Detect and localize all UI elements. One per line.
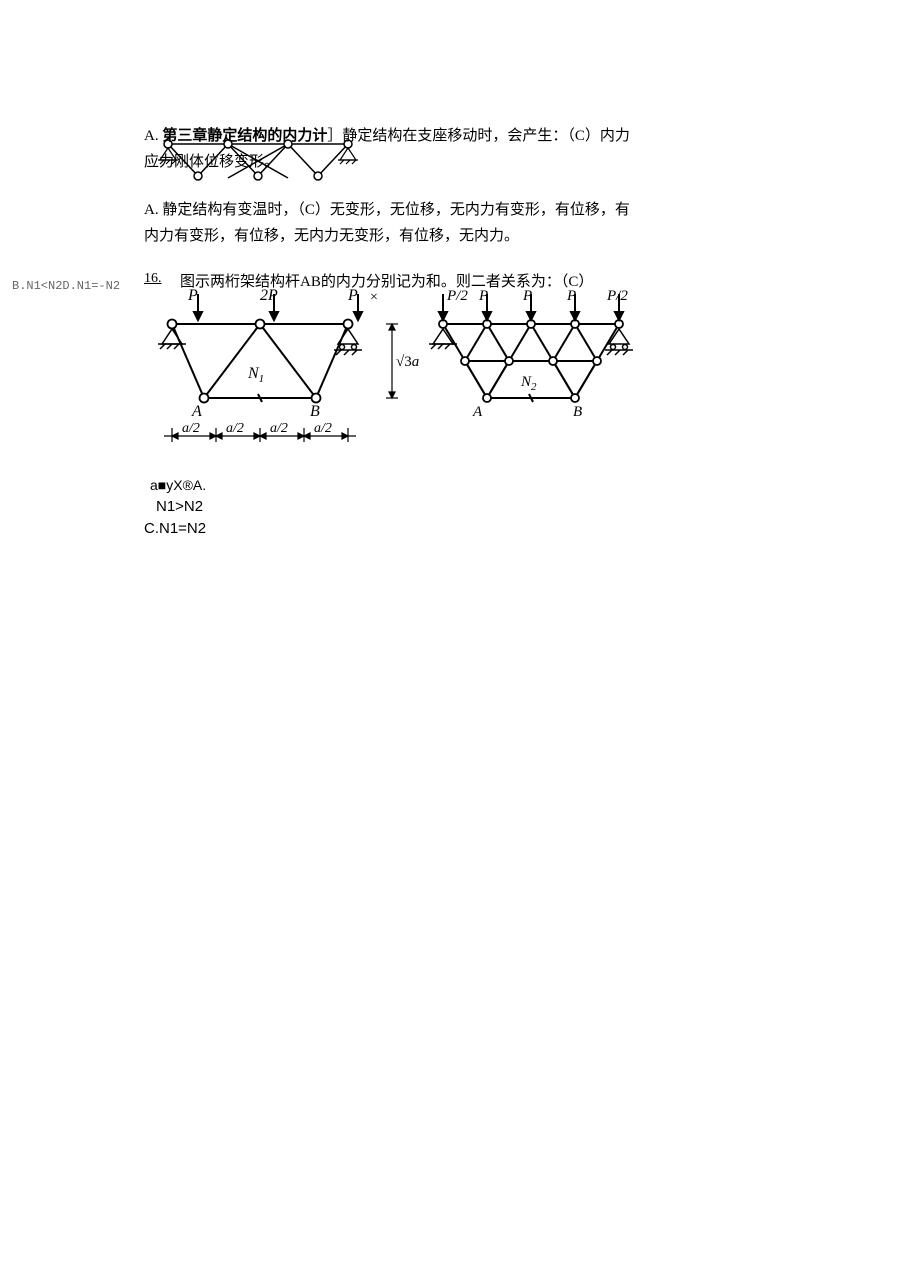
svg-text:A: A: [472, 404, 483, 420]
svg-text:P: P: [522, 288, 532, 304]
footer-c: C.N1=N2: [144, 516, 206, 542]
svg-text:a/2: a/2: [314, 421, 332, 436]
p1-bold: 第三章静定结构的内力计: [162, 128, 327, 144]
svg-text:A: A: [191, 403, 202, 420]
svg-text:N1: N1: [247, 365, 264, 385]
svg-text:√3a: √3a: [396, 354, 419, 370]
svg-text:P: P: [566, 288, 576, 304]
svg-text:P: P: [187, 287, 198, 304]
svg-text:N2: N2: [520, 374, 537, 393]
svg-text:B: B: [310, 403, 320, 420]
p1-prefix: A.: [144, 128, 162, 144]
svg-text:B: B: [573, 404, 582, 420]
side-answer-text: B.N1<N2D.N1=-N2: [12, 276, 120, 296]
paragraph-1: A. 第三章静定结构的内力计］静定结构在支座移动时，会产生：（C）内力应力刚体位…: [144, 124, 634, 175]
svg-text:P: P: [347, 287, 358, 304]
paragraph-2: A. 静定结构有变温时，（C）无变形，无位移，无内力有变形，有位移，有内力有变形…: [144, 198, 636, 249]
svg-text:a/2: a/2: [226, 421, 244, 436]
svg-text:P/2: P/2: [446, 288, 468, 304]
svg-text:P: P: [478, 288, 488, 304]
svg-text:P/2: P/2: [606, 288, 628, 304]
big-truss-diagram: P 2P P N1 A B a/2 a/2 a/2 a/2 √3a: [148, 286, 638, 456]
svg-text:a/2: a/2: [182, 421, 200, 436]
svg-text:2P: 2P: [260, 287, 278, 304]
svg-text:a/2: a/2: [270, 421, 288, 436]
